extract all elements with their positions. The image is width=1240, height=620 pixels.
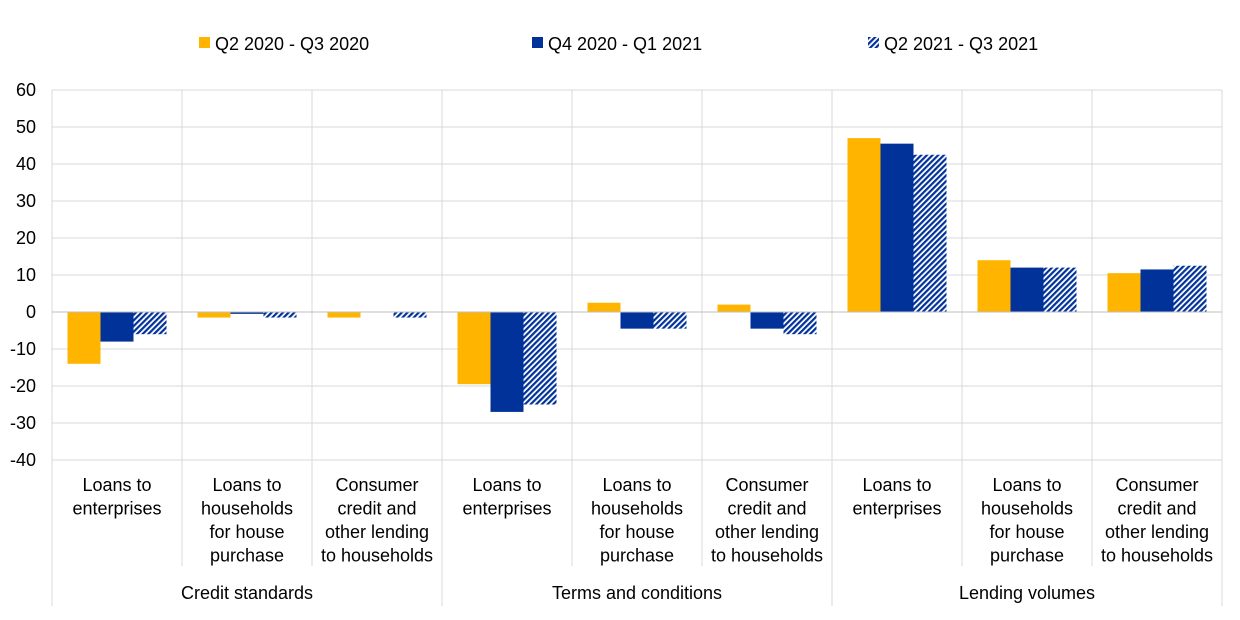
bars: [67, 138, 1207, 412]
series-2-bar: [1010, 267, 1044, 312]
legend: Q2 2020 - Q3 2020 Q4 2020 - Q1 2021 Q2 202…: [199, 34, 1038, 54]
group-label: Credit standards: [181, 583, 313, 603]
category-label: Loans to enterprises: [852, 475, 941, 519]
series-1-bar: [847, 138, 881, 312]
legend-label: Q2 2021 - Q3 2021: [884, 34, 1038, 54]
series-3-bar: [783, 312, 817, 335]
series-1-bar: [717, 304, 751, 312]
series-2-bar: [620, 312, 654, 329]
series-3-bar: [653, 312, 687, 329]
series-3-bar: [1043, 267, 1077, 312]
legend-swatch: [199, 37, 210, 48]
y-axis: -40 -30 -20 -10 0 10 20 30 40 50 60: [10, 80, 36, 470]
category-label: Consumer credit and other lending to househ…: [321, 475, 433, 566]
series-2-bar: [1140, 269, 1174, 312]
y-tick-label: -40: [10, 450, 36, 470]
category-label: Loans to enterprises: [72, 475, 161, 519]
y-tick-label: -10: [10, 339, 36, 359]
series-2-bar: [230, 312, 264, 314]
series-2-bar: [750, 312, 784, 329]
legend-label: Q2 2020 - Q3 2020: [215, 34, 369, 54]
series-1-bar: [1107, 273, 1141, 312]
group-label: Lending volumes: [959, 583, 1095, 603]
y-tick-label: 30: [16, 191, 36, 211]
category-label: Loans to households for house purchase: [981, 475, 1073, 566]
series-3-bar: [913, 154, 947, 312]
category-label: Loans to households for house purchase: [201, 475, 293, 566]
series-3-bar: [263, 312, 297, 318]
series-1-bar: [67, 312, 101, 364]
series-3-bar: [1173, 265, 1207, 312]
y-tick-label: 60: [16, 80, 36, 100]
series-1-bar: [197, 312, 231, 318]
y-tick-label: 40: [16, 154, 36, 174]
category-label: Loans to enterprises: [462, 475, 551, 519]
y-tick-label: 0: [26, 302, 36, 322]
series-1-bar: [457, 312, 491, 385]
category-label: Consumer credit and other lending to househ…: [711, 475, 823, 566]
series-1-bar: [977, 260, 1011, 312]
series-1-bar: [327, 312, 361, 318]
y-tick-label: -20: [10, 376, 36, 396]
y-tick-label: 10: [16, 265, 36, 285]
legend-swatch: [868, 37, 879, 48]
x-axis: Loans to enterprises Loans to households for…: [52, 311, 1222, 603]
series-1-bar: [587, 302, 621, 312]
category-label: Consumer credit and other lending to househ…: [1101, 475, 1213, 566]
legend-label: Q4 2020 - Q1 2021: [548, 34, 702, 54]
series-3-bar: [523, 312, 557, 405]
series-3-bar: [393, 312, 427, 318]
category-label: Loans to households for house purchase: [591, 475, 683, 566]
group-label: Terms and conditions: [552, 583, 722, 603]
y-tick-label: -30: [10, 413, 36, 433]
series-2-bar: [880, 143, 914, 312]
series-2-bar: [490, 312, 524, 412]
y-tick-label: 20: [16, 228, 36, 248]
legend-swatch: [532, 37, 543, 48]
y-tick-label: 50: [16, 117, 36, 137]
series-2-bar: [100, 312, 134, 342]
series-3-bar: [133, 312, 167, 335]
